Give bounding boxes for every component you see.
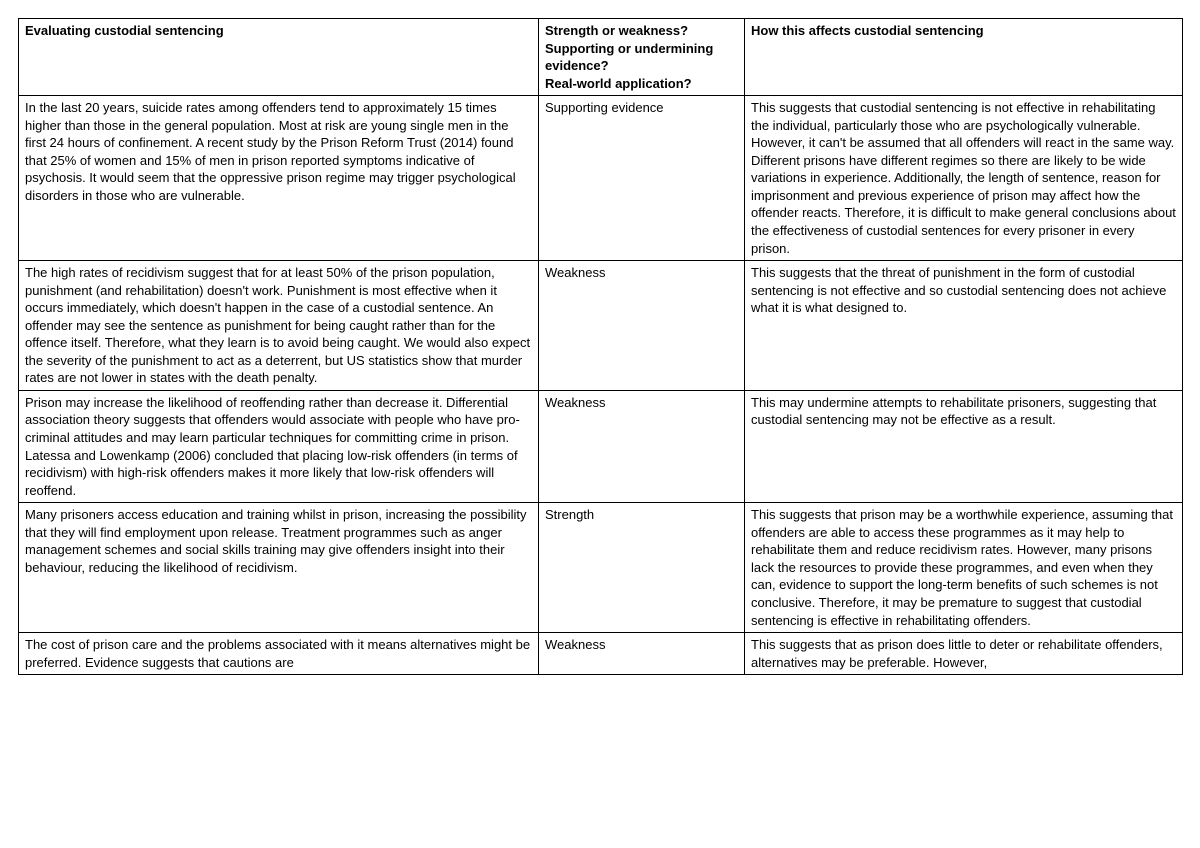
cell-evaluating: The cost of prison care and the problems… — [19, 633, 539, 675]
cell-type: Weakness — [539, 261, 745, 391]
table-header-row: Evaluating custodial sentencing Strength… — [19, 19, 1183, 96]
cell-evaluating: In the last 20 years, suicide rates amon… — [19, 96, 539, 261]
cell-effect: This suggests that the threat of punishm… — [745, 261, 1183, 391]
cell-evaluating: Many prisoners access education and trai… — [19, 503, 539, 633]
table-row: Prison may increase the likelihood of re… — [19, 390, 1183, 502]
col-header-type: Strength or weakness? Supporting or unde… — [539, 19, 745, 96]
custodial-sentencing-table: Evaluating custodial sentencing Strength… — [18, 18, 1183, 675]
cell-type: Supporting evidence — [539, 96, 745, 261]
cell-evaluating: The high rates of recidivism suggest tha… — [19, 261, 539, 391]
col-header-evaluating: Evaluating custodial sentencing — [19, 19, 539, 96]
cell-type: Strength — [539, 503, 745, 633]
table-row: Many prisoners access education and trai… — [19, 503, 1183, 633]
cell-evaluating: Prison may increase the likelihood of re… — [19, 390, 539, 502]
cell-effect: This suggests that prison may be a worth… — [745, 503, 1183, 633]
table-row: The cost of prison care and the problems… — [19, 633, 1183, 675]
cell-type: Weakness — [539, 390, 745, 502]
col-header-effect: How this affects custodial sentencing — [745, 19, 1183, 96]
cell-effect: This suggests that custodial sentencing … — [745, 96, 1183, 261]
cell-type: Weakness — [539, 633, 745, 675]
table-row: The high rates of recidivism suggest tha… — [19, 261, 1183, 391]
table-row: In the last 20 years, suicide rates amon… — [19, 96, 1183, 261]
cell-effect: This suggests that as prison does little… — [745, 633, 1183, 675]
cell-effect: This may undermine attempts to rehabilit… — [745, 390, 1183, 502]
